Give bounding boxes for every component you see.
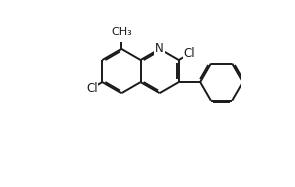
Text: Cl: Cl: [183, 47, 195, 60]
Text: Cl: Cl: [86, 82, 98, 95]
Text: N: N: [155, 42, 164, 56]
Text: CH₃: CH₃: [111, 27, 132, 37]
